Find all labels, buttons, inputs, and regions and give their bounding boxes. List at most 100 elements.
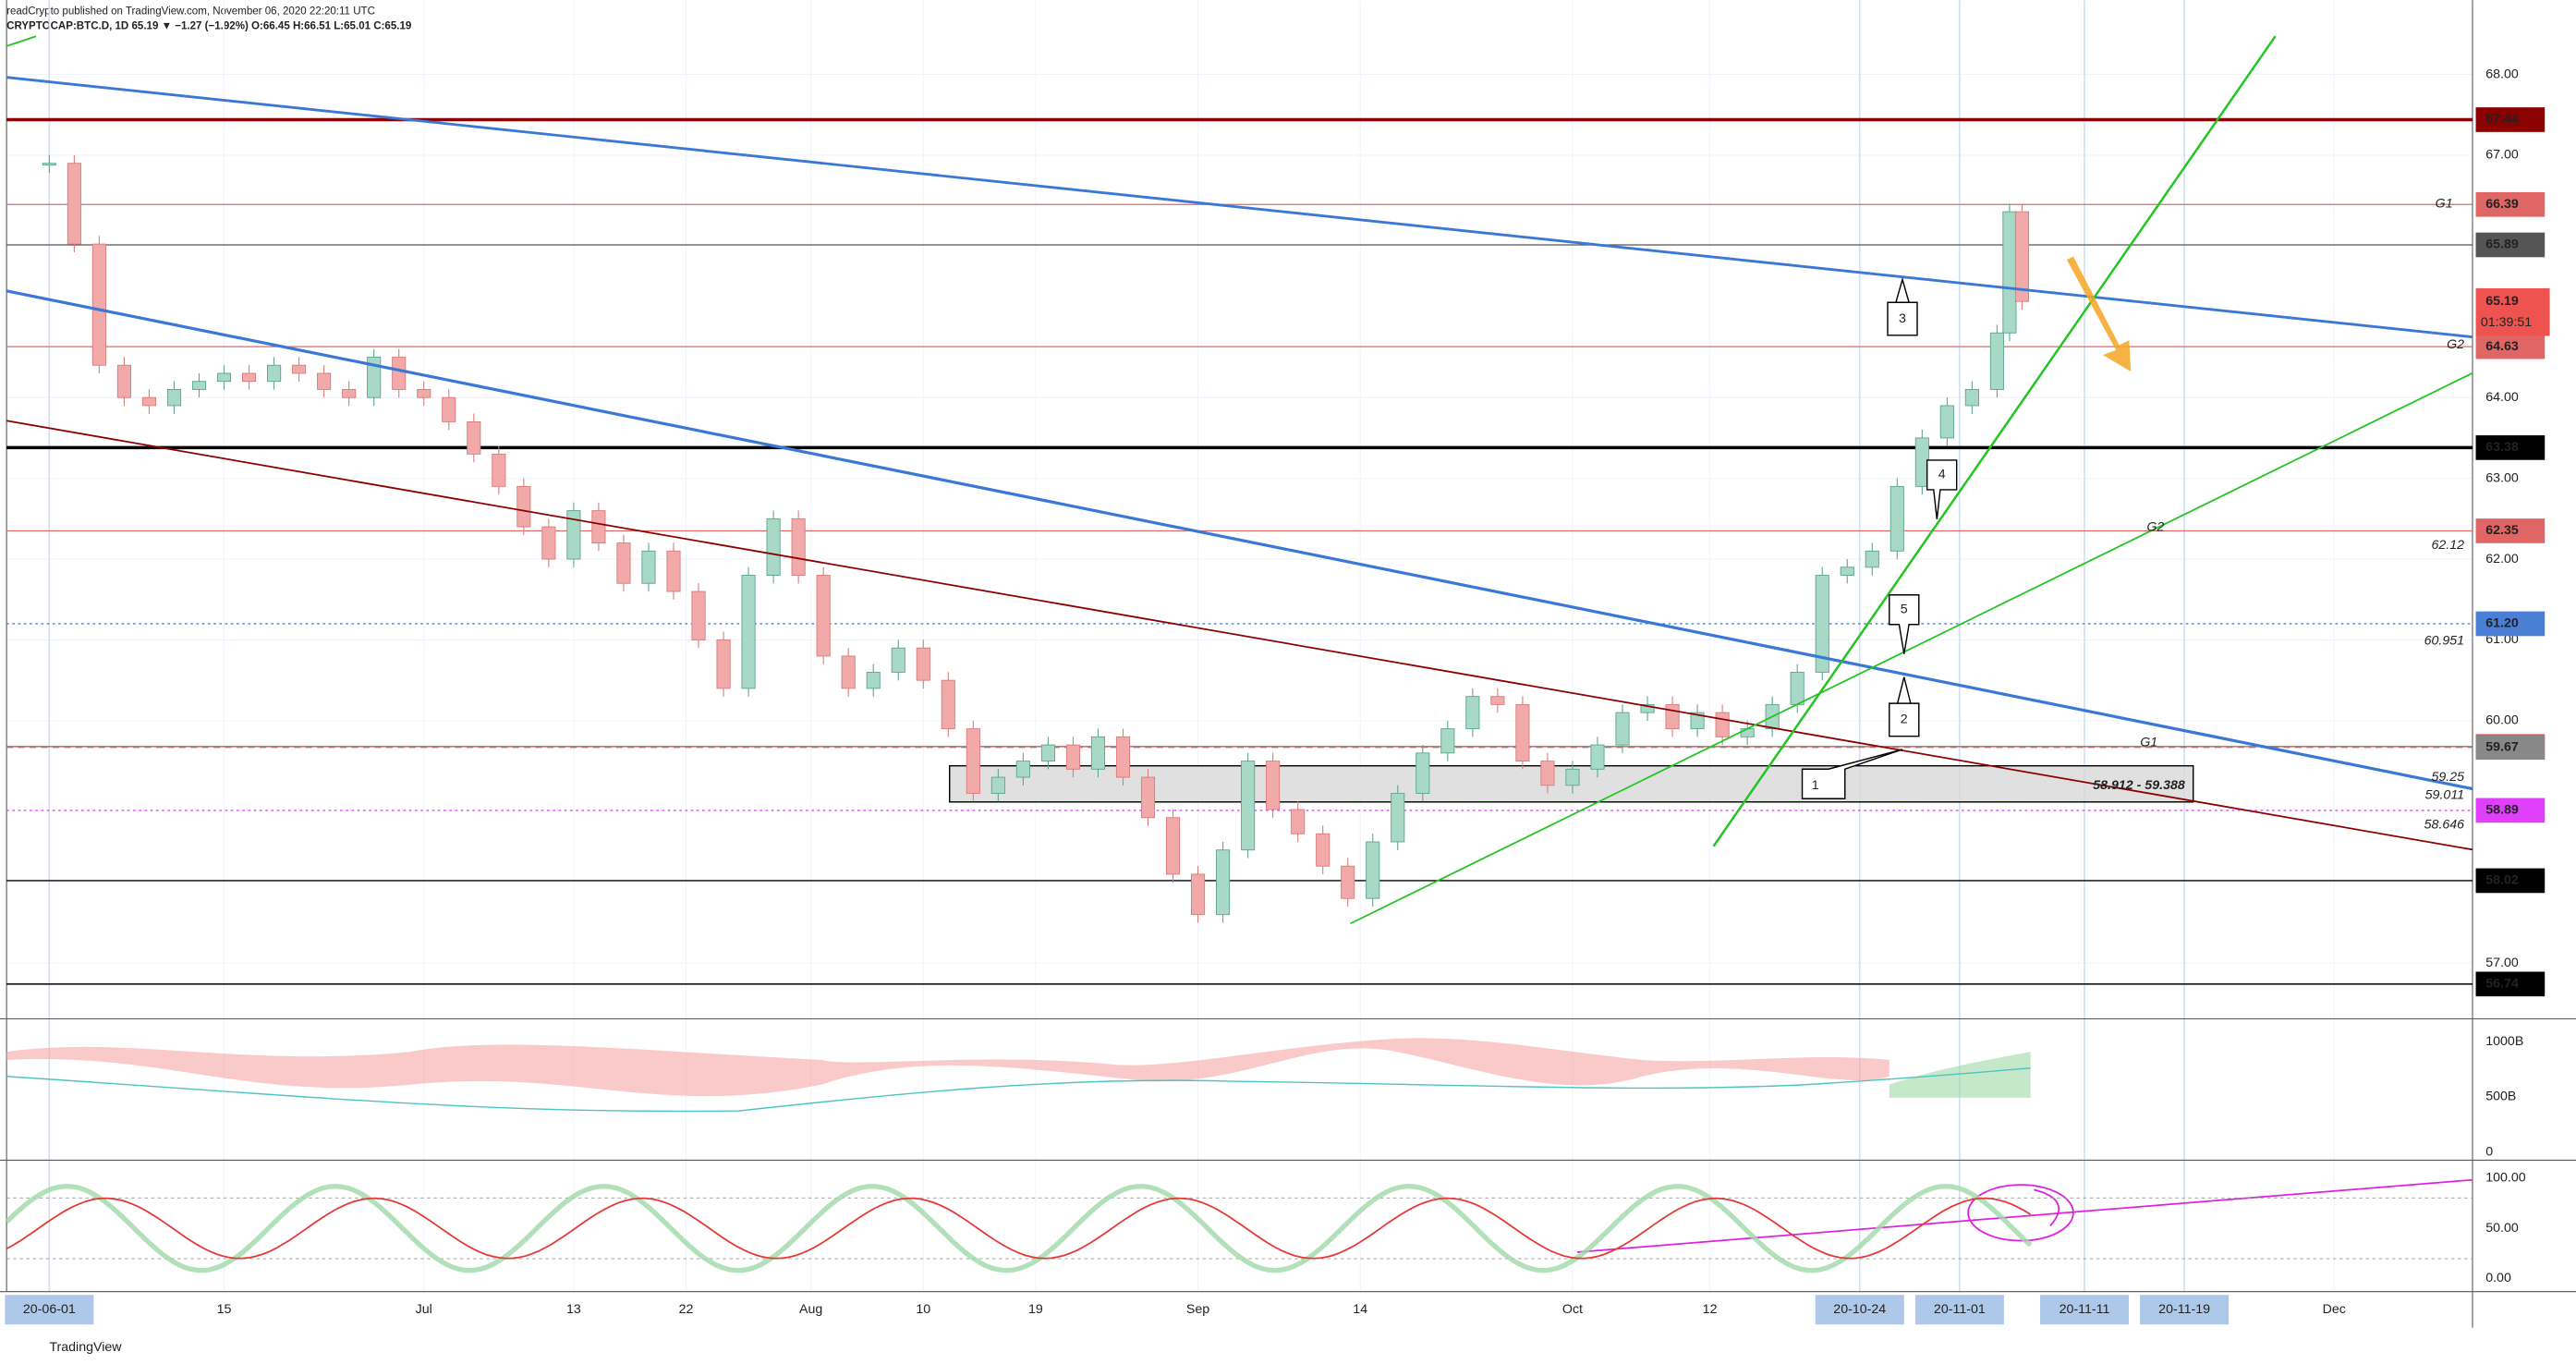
candle [417, 389, 431, 398]
y-tick-label: 67.00 [2485, 148, 2519, 163]
annotation: 62.12 [2431, 538, 2464, 553]
arrow [2034, 1188, 2060, 1227]
annotation: 59.25 [2431, 770, 2464, 785]
oscillator-tick-label: 100.00 [2485, 1171, 2526, 1186]
candle [841, 655, 856, 689]
level-label: 61.20 [2485, 616, 2519, 631]
volume-tick-label: 0 [2485, 1144, 2493, 1159]
level-label: 59.67 [2485, 739, 2519, 754]
level-label: 58.89 [2485, 803, 2519, 818]
annotation: 58.646 [2424, 817, 2465, 832]
candle [791, 518, 806, 576]
x-tick-label: 20-06-01 [23, 1302, 76, 1317]
trendline [1576, 1178, 2473, 1253]
level-label: 62.35 [2485, 523, 2519, 538]
x-tick-label: 12 [1703, 1302, 1718, 1317]
last-price-label: 65.19 [2485, 294, 2519, 309]
candle [1416, 752, 1430, 794]
candle [1165, 817, 1181, 875]
annotation: G2 [2447, 337, 2464, 352]
candle [1440, 728, 1455, 754]
last-price-box [2475, 287, 2550, 336]
candle [716, 639, 731, 689]
candle [1515, 703, 1530, 762]
candle [1266, 761, 1281, 810]
candle [741, 575, 756, 689]
callout [1926, 459, 1958, 520]
candle [891, 647, 905, 673]
candle [566, 510, 581, 560]
highlight-circle [1967, 1184, 2074, 1242]
callouts [1801, 276, 1958, 799]
candle [1291, 809, 1306, 834]
level-label-box [2475, 107, 2546, 132]
candle [1366, 841, 1380, 899]
candle [1115, 736, 1131, 778]
indicator-pane [6, 1038, 2031, 1113]
candle [42, 163, 56, 165]
brand: TradingView [49, 1340, 122, 1355]
candle [1191, 873, 1206, 916]
level-label: 63.38 [2485, 440, 2519, 455]
level-label-box [2475, 435, 2546, 460]
countdown: 01:39:51 [2481, 315, 2532, 330]
candle [641, 550, 656, 584]
level-label: 67.44 [2485, 112, 2519, 127]
oscillator-tick-label: 0.00 [2485, 1271, 2511, 1285]
candle [191, 381, 207, 390]
candle [1090, 736, 1106, 770]
trendline [6, 289, 2473, 791]
annotation: 3 [1899, 311, 1906, 326]
candle [1316, 833, 1331, 867]
candle [1216, 849, 1231, 916]
annotation: G1 [2140, 736, 2157, 750]
level-label-box [2475, 518, 2546, 543]
x-tick-highlight [5, 1295, 94, 1325]
level-label: 65.89 [2485, 237, 2519, 252]
candle [1964, 389, 1979, 407]
y-tick-label: 68.00 [2485, 67, 2519, 81]
annotation: G2 [2146, 520, 2164, 535]
candle [766, 518, 781, 576]
candle [1490, 696, 1505, 705]
cloud [1889, 1052, 2031, 1098]
x-tick-label: 20-11-19 [2158, 1302, 2210, 1317]
volume-tick-label: 1000B [2485, 1034, 2523, 1049]
candle [267, 364, 282, 383]
candle [492, 453, 506, 487]
candle [2014, 211, 2029, 302]
y-tick-label: 60.00 [2485, 713, 2519, 728]
trendline [6, 35, 37, 47]
x-tick-label: 19 [1028, 1302, 1043, 1317]
baseline [6, 1067, 2031, 1113]
candle [467, 420, 481, 455]
candle [1889, 485, 1904, 552]
candle [116, 364, 131, 398]
x-tick-label: 20-11-11 [2060, 1302, 2110, 1317]
candle [166, 389, 182, 407]
x-tick-highlight [2039, 1295, 2130, 1325]
annotations: G1 G2 G2 62.12 60.951 G1 59.25 59.011 58.646 58.9… [1812, 196, 2464, 832]
callout [1889, 676, 1920, 737]
candle [292, 364, 307, 374]
x-tick-label: 15 [217, 1302, 232, 1317]
candles [42, 154, 2029, 923]
candle [1540, 761, 1555, 786]
candle [516, 485, 531, 528]
candle [1740, 728, 1755, 737]
callout [1889, 594, 1920, 654]
level-label-box [2475, 798, 2546, 823]
level-label: 58.02 [2485, 873, 2519, 888]
candle [691, 591, 706, 640]
candle [666, 550, 681, 592]
annotation: 1 [1812, 778, 1819, 793]
candle [916, 647, 930, 681]
candle [1590, 744, 1605, 770]
cloud [6, 1038, 1889, 1097]
annotation: G1 [2436, 196, 2453, 211]
candle [1665, 703, 1680, 730]
annotation: 5 [1901, 603, 1908, 617]
y-tick-label: 57.00 [2485, 956, 2519, 970]
candle [141, 396, 157, 407]
